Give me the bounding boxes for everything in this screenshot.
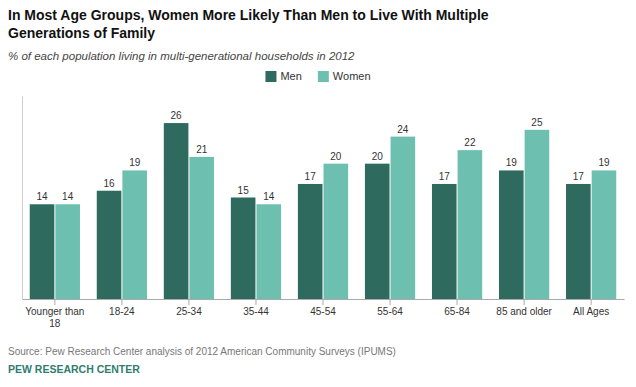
bar <box>391 137 416 299</box>
x-tick-label: 85 and older <box>496 306 552 317</box>
x-tick-mark <box>591 299 592 305</box>
bar <box>122 170 147 299</box>
x-tick: 35-44 <box>243 299 269 317</box>
x-tick-label-line: 18-24 <box>109 306 135 317</box>
bar <box>499 170 524 299</box>
bar <box>458 150 483 299</box>
x-tick-mark <box>390 299 391 305</box>
x-tick-label-line: 25-34 <box>176 306 202 317</box>
legend-label: Men <box>280 70 301 82</box>
data-label: 20 <box>372 151 384 162</box>
title-line: Generations of Family <box>8 25 155 41</box>
source: Source: Pew Research Center analysis of … <box>8 346 396 357</box>
x-tick: 65-84 <box>444 299 470 317</box>
title-line: In Most Age Groups, Women More Likely Th… <box>8 7 489 23</box>
title: In Most Age Groups, Women More Likely Th… <box>8 7 489 41</box>
x-tick-label: 18-24 <box>109 306 135 317</box>
data-label: 17 <box>573 171 585 182</box>
x-tick-label-line: 65-84 <box>444 306 470 317</box>
x-tick-label-line: 45-54 <box>310 306 336 317</box>
data-label: 25 <box>531 117 543 128</box>
bar <box>164 123 189 299</box>
x-tick-mark <box>255 299 256 305</box>
data-label: 24 <box>397 124 409 135</box>
x-tick-mark <box>524 299 525 305</box>
legend-item: Women <box>318 70 371 82</box>
legend-label: Women <box>333 70 371 82</box>
x-tick-label: 45-54 <box>310 306 336 317</box>
x-tick: All Ages <box>573 299 609 317</box>
x-tick: 25-34 <box>176 299 202 317</box>
legend-swatch <box>265 71 276 82</box>
x-tick-label-line: 35-44 <box>243 306 269 317</box>
data-label: 22 <box>464 137 476 148</box>
x-axis: Younger than18 18-24 25-34 35-44 45-54 55-64 6… <box>23 299 625 329</box>
x-tick-label: Younger than18 <box>25 306 84 329</box>
chart: In Most Age Groups, Women More Likely Th… <box>0 0 636 387</box>
x-tick: 18-24 <box>109 299 135 317</box>
data-label: 19 <box>506 157 518 168</box>
data-label: 17 <box>439 171 451 182</box>
bar <box>525 130 550 299</box>
x-tick-mark <box>54 299 55 305</box>
data-labels: 14 16 26 15 17 20 17 19 17 14 19 21 14 20 24 22 25 19 <box>36 110 609 202</box>
x-tick-label: 25-34 <box>176 306 202 317</box>
data-label: 21 <box>196 144 208 155</box>
bar <box>566 184 591 299</box>
bar <box>55 204 80 299</box>
data-label: 16 <box>104 178 116 189</box>
bar <box>298 184 323 299</box>
x-tick-label-line: All Ages <box>573 306 609 317</box>
series-bars <box>55 130 616 299</box>
x-tick-mark <box>323 299 324 305</box>
bar <box>365 164 390 299</box>
data-label: 17 <box>305 171 317 182</box>
x-tick: 45-54 <box>310 299 336 317</box>
data-label: 14 <box>263 191 275 202</box>
data-label: 20 <box>330 151 342 162</box>
x-tick-label-line: Younger than <box>25 306 84 317</box>
bar <box>231 198 256 300</box>
legend-item: Men <box>265 70 301 82</box>
data-label: 26 <box>171 110 183 121</box>
bar <box>592 170 617 299</box>
legend: Men Women <box>265 70 370 82</box>
x-tick-mark <box>121 299 122 305</box>
data-label: 19 <box>129 157 141 168</box>
x-tick: 85 and older <box>496 299 552 317</box>
data-label: 19 <box>598 157 610 168</box>
data-label: 15 <box>238 185 250 196</box>
x-tick: 55-64 <box>377 299 403 317</box>
bar <box>189 157 214 299</box>
bar <box>97 191 122 299</box>
x-tick-label: 55-64 <box>377 306 403 317</box>
x-tick-label-line: 85 and older <box>496 306 552 317</box>
y-axis <box>22 97 23 300</box>
x-tick: Younger than18 <box>25 299 84 329</box>
subtitle: % of each population living in multi-gen… <box>8 50 355 62</box>
x-tick-label-line: 55-64 <box>377 306 403 317</box>
bar <box>30 204 55 299</box>
x-tick-label: 35-44 <box>243 306 269 317</box>
data-label: 14 <box>62 191 74 202</box>
x-tick-mark <box>457 299 458 305</box>
bars <box>30 123 617 299</box>
bar <box>324 164 349 299</box>
x-tick-label-line: 18 <box>49 318 61 329</box>
x-tick-label: All Ages <box>573 306 609 317</box>
plot: 14 16 26 15 17 20 17 19 17 14 19 21 14 20 24 22 25 19 Youn… <box>23 97 625 329</box>
y-axis-line <box>22 97 23 300</box>
bar <box>432 184 457 299</box>
series-bars <box>30 123 591 299</box>
x-tick-label: 65-84 <box>444 306 470 317</box>
bar <box>256 204 281 299</box>
legend-swatch <box>318 71 329 82</box>
x-tick-mark <box>188 299 189 305</box>
footer: PEW RESEARCH CENTER <box>8 363 140 375</box>
data-label: 14 <box>36 191 48 202</box>
